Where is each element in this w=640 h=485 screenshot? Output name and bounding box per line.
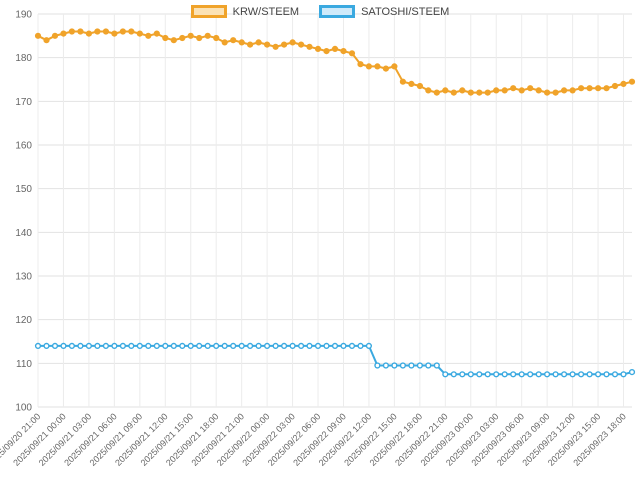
svg-text:120: 120 [15,315,32,326]
svg-text:100: 100 [15,403,32,414]
legend-item-krw-steem[interactable]: KRW/STEEM [190,5,300,18]
legend-item-satoshi-steem[interactable]: SATOSHI/STEEM [319,5,449,18]
svg-text:140: 140 [15,228,32,239]
legend-swatch-satoshi-steem-icon [319,5,356,18]
svg-text:170: 170 [15,97,32,108]
svg-text:110: 110 [16,359,32,370]
svg-text:130: 130 [15,272,32,283]
legend-label-satoshi-steem: SATOSHI/STEEM [361,5,450,18]
chart-legend: KRW/STEEM SATOSHI/STEEM [0,5,640,18]
svg-text:180: 180 [15,53,32,64]
svg-text:160: 160 [15,141,32,152]
svg-text:150: 150 [15,184,32,195]
svg-text:190: 190 [15,10,32,21]
legend-label-krw-steem: KRW/STEEM [232,5,300,18]
legend-swatch-krw-steem-icon [190,5,227,18]
